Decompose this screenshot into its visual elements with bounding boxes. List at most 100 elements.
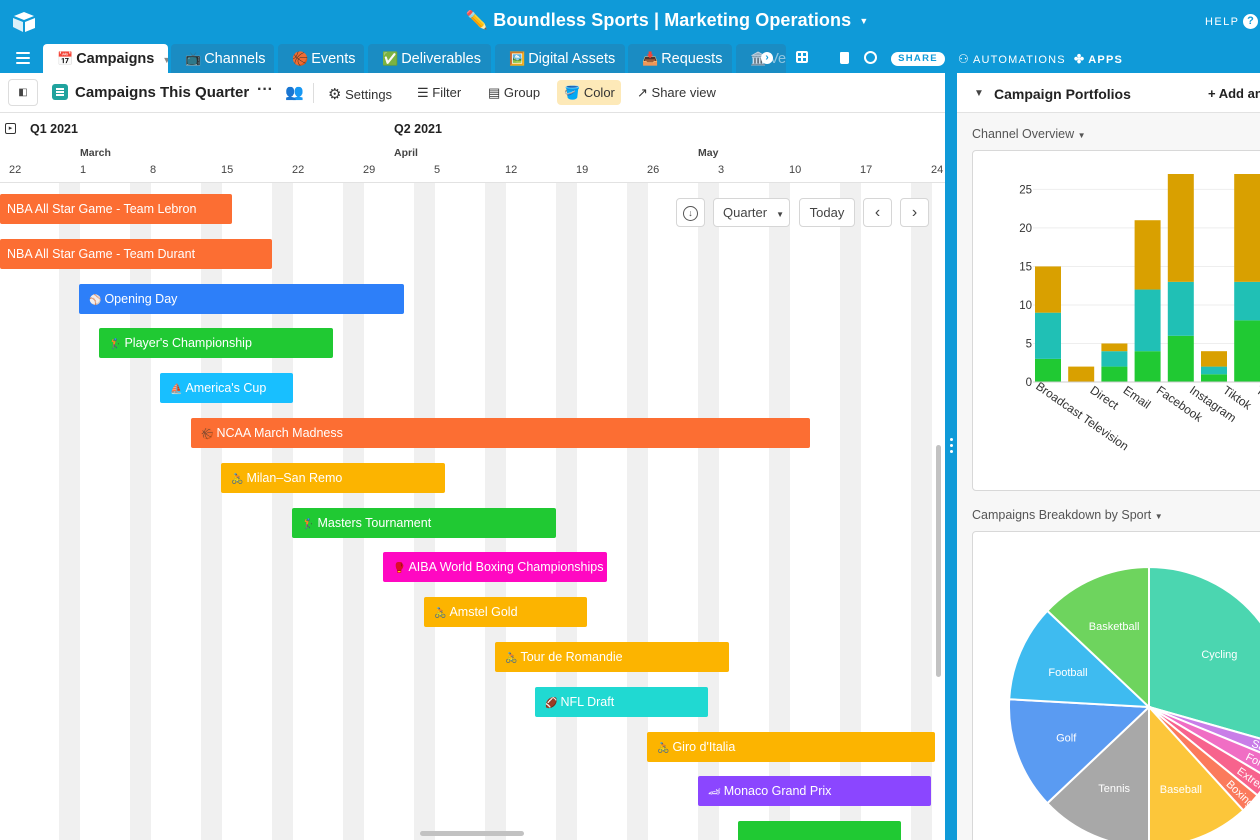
day-label: 22 xyxy=(292,164,305,176)
airtable-logo-icon[interactable] xyxy=(12,11,36,33)
campaign-bar[interactable]: 🚴 Tour de Romandie xyxy=(495,642,729,672)
pie-chart-card: CyclingSailingFormula RacingExtremeBoxin… xyxy=(972,531,1260,840)
campaign-bar[interactable]: 🏎 Monaco Grand Prix xyxy=(698,776,931,806)
download-button[interactable]: ↓ xyxy=(676,198,705,227)
history-icon[interactable] xyxy=(864,51,877,64)
campaign-bar[interactable] xyxy=(738,821,901,840)
bar-segment[interactable] xyxy=(1134,351,1161,382)
horizontal-scrollbar[interactable] xyxy=(420,831,524,836)
pie-slice[interactable] xyxy=(1148,704,1245,840)
next-button[interactable]: › xyxy=(900,198,929,227)
campaign-bar[interactable]: 🚴 Milan–San Remo xyxy=(221,463,445,493)
group-button[interactable]: ▤ Group xyxy=(488,85,540,101)
sidebar-toggle-button[interactable]: ◧ xyxy=(8,79,38,106)
help-button[interactable]: HELP xyxy=(1205,16,1240,28)
campaign-bar[interactable]: 🏌 Masters Tournament xyxy=(292,508,556,538)
campaign-bar[interactable]: ⚾ Opening Day xyxy=(79,284,404,314)
vertical-scrollbar[interactable] xyxy=(936,445,941,677)
tab-channels[interactable]: 📺 Channels xyxy=(171,44,274,73)
chart-title[interactable]: Channel Overview ▼ xyxy=(972,127,1086,141)
football-icon: 🏈 xyxy=(545,698,558,709)
tab-scroll-right-icon[interactable]: › xyxy=(761,52,773,64)
prev-button[interactable]: ‹ xyxy=(863,198,892,227)
view-name[interactable]: Campaigns This Quarter xyxy=(75,84,250,101)
campaign-bar[interactable]: 🚴 Amstel Gold xyxy=(424,597,587,627)
weekend-stripe xyxy=(840,183,861,840)
automations-button[interactable]: ⚇ AUTOMATIONS xyxy=(958,52,1066,66)
campaign-bar[interactable]: 🏌 Player's Championship xyxy=(99,328,333,358)
pie-slice[interactable] xyxy=(1045,704,1150,840)
paint-bucket-icon: 🪣 xyxy=(564,85,581,100)
chevron-down-icon[interactable]: ▼ xyxy=(162,55,168,65)
pie-slice[interactable] xyxy=(1148,565,1260,745)
view-toolbar: ◧ Campaigns This Quarter ··· 👥 ⚙ Setting… xyxy=(0,73,945,113)
bar-segment[interactable] xyxy=(1101,343,1128,352)
bar-segment[interactable] xyxy=(1201,374,1227,382)
add-table-icon[interactable] xyxy=(796,51,808,63)
chevron-down-icon: ▼ xyxy=(1077,131,1086,140)
pie-slice[interactable] xyxy=(1008,609,1152,709)
scale-select[interactable]: Quarter ▼ xyxy=(713,198,790,227)
campaign-bar[interactable]: 🏀 NCAA March Madness xyxy=(191,418,810,448)
bar-segment[interactable] xyxy=(1035,266,1061,313)
bar-segment[interactable] xyxy=(1134,289,1161,352)
apps-panel: ▼ Campaign Portfolios + Add an app Chann… xyxy=(957,73,1260,840)
golf-icon: 🏌 xyxy=(302,519,315,530)
bar-segment[interactable] xyxy=(1234,174,1260,282)
bar-segment[interactable] xyxy=(1234,320,1260,382)
campaign-name: Milan–San Remo xyxy=(246,471,343,485)
today-button[interactable]: Today xyxy=(799,198,855,227)
collapse-triangle-icon[interactable]: ▼ xyxy=(974,88,984,99)
base-title[interactable]: ✏️ Boundless Sports | Marketing Operatio… xyxy=(0,10,1260,31)
bar-segment[interactable] xyxy=(1167,174,1194,282)
checkmark-icon: ✅ xyxy=(382,51,399,66)
bar-segment[interactable] xyxy=(1234,281,1260,321)
bar-segment[interactable] xyxy=(1167,335,1194,382)
share-view-button[interactable]: ↗ Share view xyxy=(637,85,716,101)
settings-button[interactable]: ⚙ Settings xyxy=(328,85,392,103)
bar-segment[interactable] xyxy=(1035,312,1061,359)
more-options-icon[interactable]: ··· xyxy=(257,81,273,98)
color-button-content[interactable]: 🪣 Color xyxy=(564,85,615,101)
race-car-icon: 🏎 xyxy=(708,787,721,798)
bar-segment[interactable] xyxy=(1167,281,1194,336)
tab-requests[interactable]: 📥 Requests xyxy=(628,44,732,73)
tab-digital-assets[interactable]: 🖼️ Digital Assets xyxy=(495,44,625,73)
top-bar: ✏️ Boundless Sports | Marketing Operatio… xyxy=(0,0,1260,44)
help-icon[interactable]: ? xyxy=(1243,14,1258,29)
campaign-bar[interactable]: 🥊 AIBA World Boxing Championships xyxy=(383,552,607,582)
color-button[interactable] xyxy=(557,80,621,105)
share-button[interactable]: SHARE xyxy=(891,52,945,66)
apps-button[interactable]: ✤ APPS xyxy=(1074,52,1123,66)
chart-title[interactable]: Campaigns Breakdown by Sport ▼ xyxy=(972,508,1163,522)
campaign-name: Monaco Grand Prix xyxy=(723,784,832,798)
dashboard-title[interactable]: Campaign Portfolios xyxy=(994,86,1131,102)
bar-segment[interactable] xyxy=(1101,351,1128,367)
tab-deliverables[interactable]: ✅ Deliverables xyxy=(368,44,491,73)
panel-resize-handle[interactable] xyxy=(945,73,957,840)
trash-icon[interactable] xyxy=(840,52,849,64)
campaign-bar[interactable]: ⛵ America's Cup xyxy=(160,373,293,403)
bar-segment[interactable] xyxy=(1101,366,1128,382)
tab-events[interactable]: 🏀 Events xyxy=(278,44,364,73)
add-app-button[interactable]: + Add an app xyxy=(1208,86,1260,101)
bar-segment[interactable] xyxy=(1201,366,1227,375)
tab-campaigns[interactable]: 📅 Campaigns ▼ xyxy=(43,44,168,73)
apps-label: APPS xyxy=(1088,54,1124,66)
filter-button[interactable]: ☰ Filter xyxy=(417,85,461,101)
bar-segment[interactable] xyxy=(1035,358,1061,382)
pie-slice[interactable] xyxy=(1045,565,1150,710)
campaign-bar[interactable]: NBA All Star Game - Team Durant xyxy=(0,239,272,269)
menu-icon[interactable] xyxy=(16,52,30,64)
campaign-bar[interactable]: 🚴 Giro d'Italia xyxy=(647,732,935,762)
campaign-bar[interactable]: 🏈 NFL Draft xyxy=(535,687,708,717)
x-tick-label: Broadcast Television xyxy=(1033,379,1131,453)
collapse-icon[interactable]: ▸ xyxy=(5,123,16,134)
divider xyxy=(313,83,314,103)
bar-segment[interactable] xyxy=(1201,351,1227,367)
pie-slice[interactable] xyxy=(1008,698,1152,805)
bar-segment[interactable] xyxy=(1068,366,1095,382)
campaign-bar[interactable]: NBA All Star Game - Team Lebron xyxy=(0,194,232,224)
collaborators-icon[interactable]: 👥 xyxy=(285,84,304,101)
bar-segment[interactable] xyxy=(1134,220,1161,290)
